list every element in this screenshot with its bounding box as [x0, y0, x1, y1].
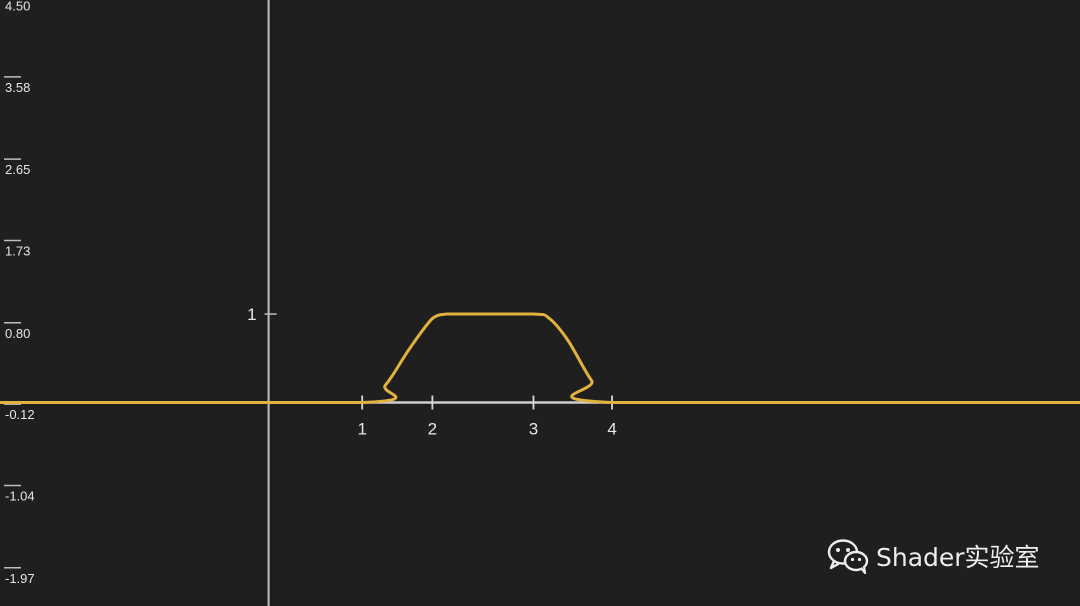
x-tick-label: 3 — [529, 420, 538, 439]
x-tick-label: 2 — [428, 420, 437, 439]
wechat-icon — [827, 539, 869, 574]
y-tick-label: -1.97 — [5, 571, 35, 586]
x-tick-label: 4 — [607, 420, 616, 439]
y-tick-label: -0.12 — [5, 407, 35, 422]
y-tick-label: 1.73 — [5, 243, 30, 258]
y-tick-label: 4.50 — [5, 0, 30, 13]
series-line — [0, 312, 1080, 405]
watermark: Shader实验室 — [826, 538, 1040, 574]
y-tick-label-inner: 1 — [247, 305, 256, 324]
x-tick-label: 1 — [357, 420, 366, 439]
y-tick-label: 0.80 — [5, 326, 30, 341]
watermark-text: Shader实验室 — [876, 543, 1040, 572]
y-tick-label: -1.04 — [5, 489, 35, 504]
y-tick-label: 2.65 — [5, 162, 30, 177]
y-tick-label: 3.58 — [5, 80, 30, 95]
